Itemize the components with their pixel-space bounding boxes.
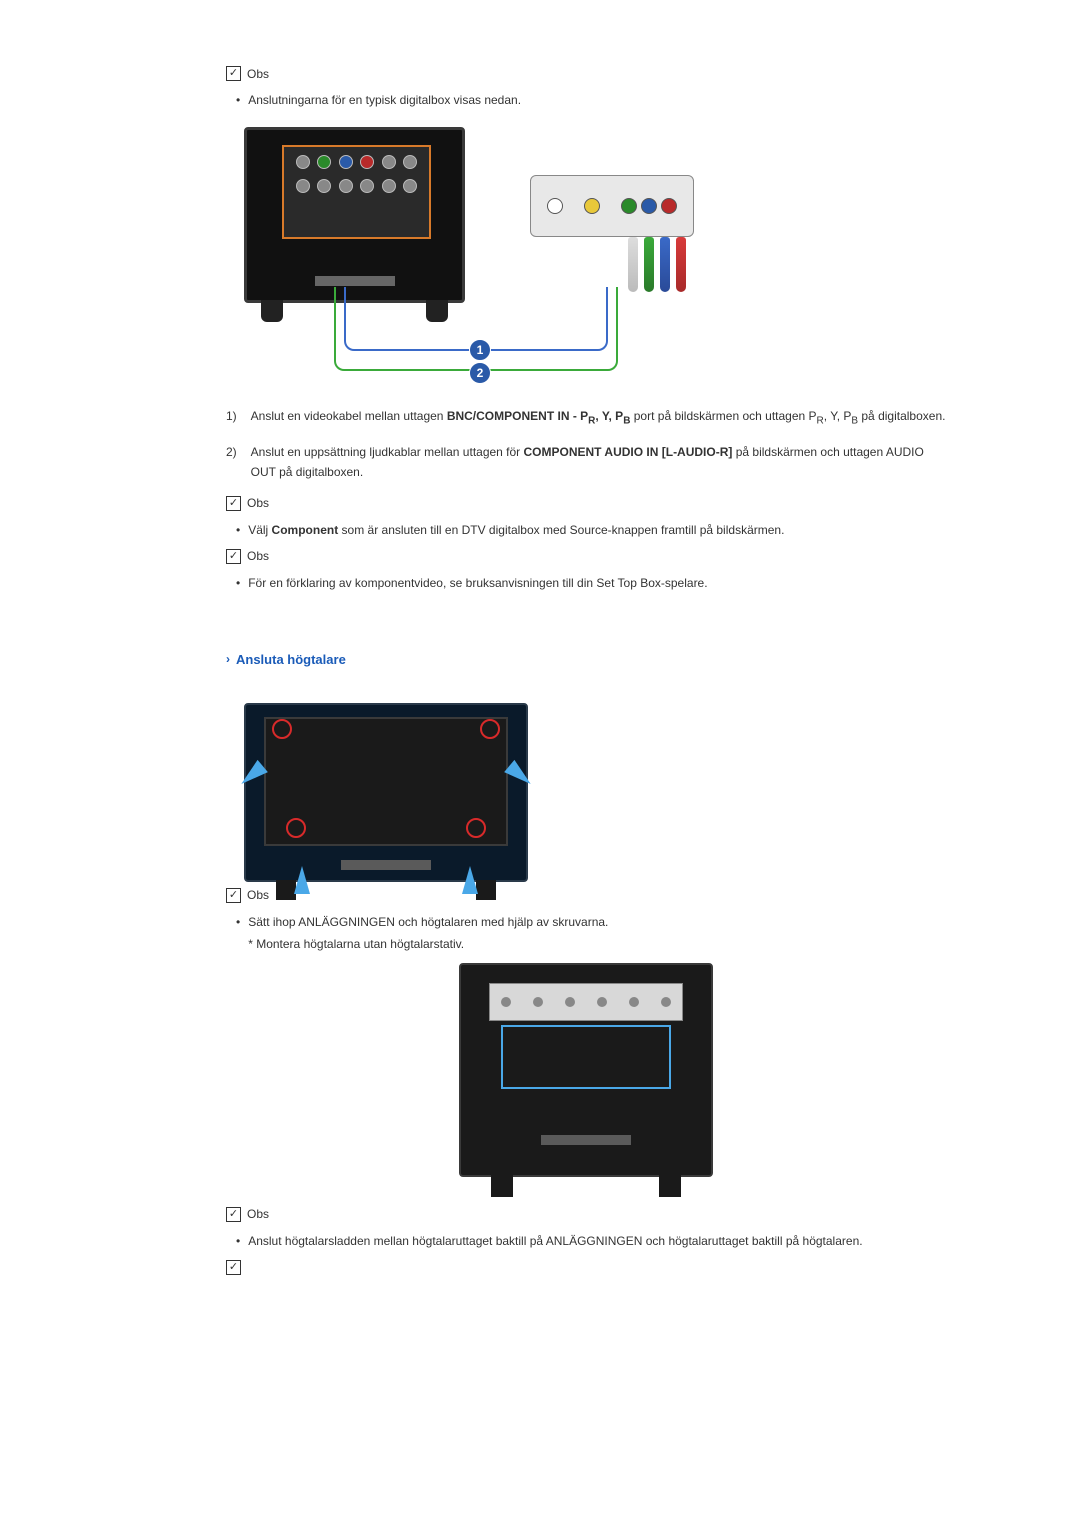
diagram-speaker-mount bbox=[244, 703, 528, 882]
bullet-item: • Anslutningarna för en typisk digitalbo… bbox=[236, 91, 946, 109]
bullet-item: • Sätt ihop ANLÄGGNINGEN och högtalaren … bbox=[236, 913, 946, 953]
cable-highlight-box bbox=[501, 1025, 671, 1089]
check-icon bbox=[226, 888, 241, 903]
bullet-text: För en förklaring av komponentvideo, se … bbox=[248, 574, 707, 592]
step-2: 2) Anslut en uppsättning ljudkablar mell… bbox=[226, 443, 946, 481]
bullet-dot: • bbox=[236, 521, 240, 539]
check-icon bbox=[226, 1260, 241, 1275]
step-text: Anslut en uppsättning ljudkablar mellan … bbox=[251, 443, 946, 481]
diagram-speaker-cable bbox=[459, 963, 713, 1177]
obs-label: Obs bbox=[247, 549, 269, 563]
monitor-brand-label bbox=[541, 1135, 631, 1145]
document-content: Obs • Anslutningarna för en typisk digit… bbox=[226, 0, 946, 1345]
check-icon bbox=[226, 66, 241, 81]
section-title: Ansluta högtalare bbox=[236, 652, 346, 667]
arrow-icon bbox=[462, 866, 478, 894]
obs-label: Obs bbox=[247, 496, 269, 510]
bnc-panel bbox=[282, 145, 431, 239]
obs-label: Obs bbox=[247, 67, 269, 81]
bullet-text: Sätt ihop ANLÄGGNINGEN och högtalaren me… bbox=[248, 913, 608, 953]
screw-ring bbox=[286, 818, 306, 838]
step-text: Anslut en videokabel mellan uttagen BNC/… bbox=[251, 407, 946, 429]
obs-label: Obs bbox=[247, 1207, 269, 1221]
bullet-item: • För en förklaring av komponentvideo, s… bbox=[236, 574, 946, 592]
monitor-stand bbox=[276, 880, 296, 900]
chevron-icon: › bbox=[226, 652, 230, 666]
monitor-stand bbox=[476, 880, 496, 900]
monitor-brand-label bbox=[341, 860, 431, 870]
bullet-dot: • bbox=[236, 1232, 240, 1250]
bullet-dot: • bbox=[236, 574, 240, 592]
monitor-brand-label bbox=[315, 276, 395, 286]
obs-note-trailing bbox=[226, 1260, 946, 1275]
step-number: 2) bbox=[226, 443, 237, 481]
check-icon bbox=[226, 549, 241, 564]
obs-label: Obs bbox=[247, 888, 269, 902]
io-panel bbox=[489, 983, 683, 1021]
bullet-item: • Anslut högtalarsladden mellan högtalar… bbox=[236, 1232, 946, 1250]
arrow-icon bbox=[504, 760, 536, 790]
bullet-dot: • bbox=[236, 91, 240, 109]
set-top-box-ports bbox=[530, 175, 694, 237]
monitor-back bbox=[244, 127, 465, 303]
cable-plugs bbox=[628, 237, 686, 292]
step-1: 1) Anslut en videokabel mellan uttagen B… bbox=[226, 407, 946, 429]
bullet-item: • Välj Component som är ansluten till en… bbox=[236, 521, 946, 539]
bullet-text: Välj Component som är ansluten till en D… bbox=[248, 521, 784, 539]
obs-note: Obs bbox=[226, 549, 946, 564]
obs-note: Obs bbox=[226, 1207, 946, 1222]
bullet-subnote: * Montera högtalarna utan högtalarstativ… bbox=[248, 935, 608, 953]
check-icon bbox=[226, 496, 241, 511]
section-heading-speakers: › Ansluta högtalare bbox=[226, 652, 946, 667]
bnc-row bbox=[292, 179, 421, 197]
screw-ring bbox=[272, 719, 292, 739]
screw-ring bbox=[466, 818, 486, 838]
monitor-stand bbox=[659, 1175, 681, 1197]
arrow-icon bbox=[294, 866, 310, 894]
numbered-steps: 1) Anslut en videokabel mellan uttagen B… bbox=[226, 407, 946, 482]
obs-note: Obs bbox=[226, 496, 946, 511]
obs-note: Obs bbox=[226, 888, 946, 903]
check-icon bbox=[226, 1207, 241, 1222]
diagram-component-connection: 1 2 bbox=[244, 127, 694, 387]
obs-note: Obs bbox=[226, 66, 946, 81]
bullet-text: Anslut högtalarsladden mellan högtalarut… bbox=[248, 1232, 862, 1250]
step-number: 1) bbox=[226, 407, 237, 429]
screw-ring bbox=[480, 719, 500, 739]
marker-1: 1 bbox=[469, 339, 491, 361]
bullet-text: Anslutningarna för en typisk digitalbox … bbox=[248, 91, 521, 109]
monitor-stand bbox=[491, 1175, 513, 1197]
marker-2: 2 bbox=[469, 362, 491, 384]
bnc-row bbox=[292, 155, 421, 173]
bullet-dot: • bbox=[236, 913, 240, 953]
monitor-stand bbox=[261, 300, 283, 322]
